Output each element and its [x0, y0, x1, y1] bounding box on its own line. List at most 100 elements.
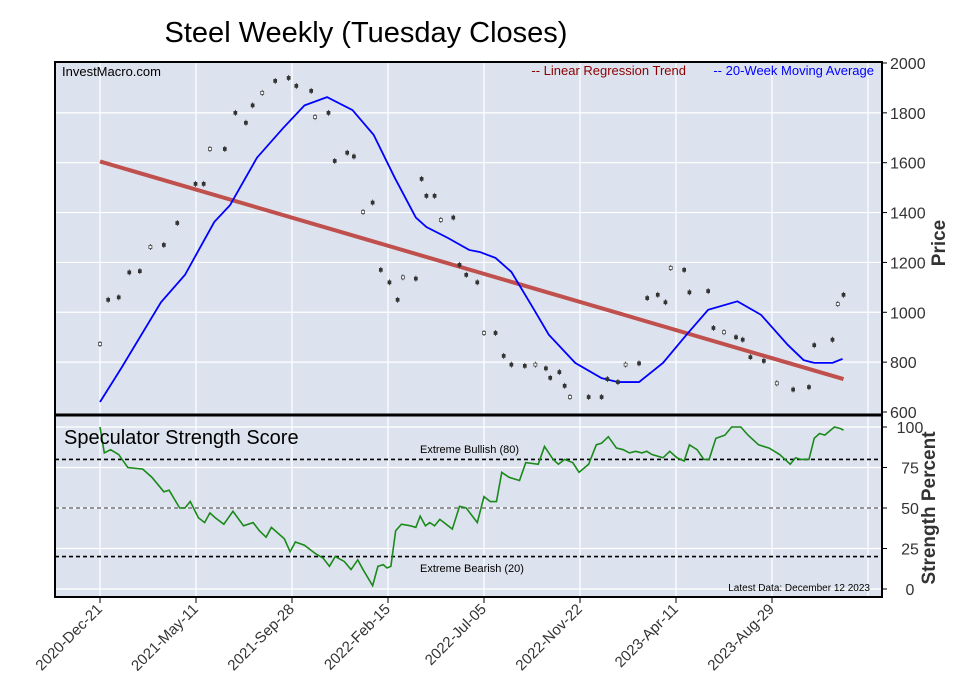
price-candle — [451, 215, 456, 220]
price-tick-label: 800 — [890, 355, 917, 372]
price-candle — [501, 354, 506, 358]
price-candle — [387, 280, 392, 285]
price-candle — [222, 147, 227, 151]
price-candle — [244, 120, 248, 125]
x-tick-label: 2022-Feb-15 — [321, 601, 394, 674]
price-candle — [208, 147, 212, 151]
price-candle — [432, 194, 437, 198]
price-candle — [482, 331, 486, 335]
chart-title: Steel Weekly (Tuesday Closes) — [165, 17, 568, 49]
price-candle — [812, 343, 817, 348]
price-candle — [116, 295, 121, 300]
watermark: InvestMacro.com — [62, 64, 161, 79]
price-candle — [562, 383, 567, 388]
price-candle — [201, 182, 206, 186]
x-tick-label: 2023-Apr-11 — [612, 601, 682, 671]
price-candle — [605, 377, 610, 381]
price-candle — [533, 362, 538, 367]
price-candle — [830, 337, 835, 342]
price-candle — [835, 302, 840, 306]
price-panel — [98, 74, 846, 403]
strength-tick-label: 25 — [901, 542, 919, 559]
price-candle — [668, 266, 673, 270]
price-candle — [326, 110, 331, 115]
price-candle — [568, 395, 572, 399]
price-tick-label: 1800 — [890, 106, 926, 123]
price-candle — [250, 103, 255, 108]
price-candle — [711, 326, 716, 330]
price-candle — [791, 387, 795, 392]
x-tick-label: 2021-May-11 — [128, 601, 202, 675]
price-candle — [127, 270, 132, 275]
price-candle — [378, 268, 383, 272]
price-candle — [548, 375, 553, 380]
price-candle — [493, 331, 498, 335]
price-candle — [137, 269, 142, 273]
price-candle — [401, 275, 405, 280]
price-candle — [273, 79, 278, 83]
price-candle — [106, 297, 111, 302]
price-candle — [706, 289, 711, 293]
price-tick-label: 1000 — [890, 305, 926, 322]
strength-score-line — [99, 426, 844, 588]
strength-panel-title: Speculator Strength Score — [64, 427, 299, 449]
price-candle — [424, 194, 429, 198]
price-candle — [841, 292, 846, 297]
price-candle — [457, 263, 462, 267]
price-candle — [623, 362, 628, 367]
plot-background — [55, 62, 882, 597]
price-candle — [161, 243, 166, 247]
price-candle — [309, 89, 314, 93]
price-candle — [637, 361, 641, 366]
bullish-label: Extreme Bullish (80) — [420, 444, 519, 456]
price-candle — [294, 84, 299, 88]
price-candle — [148, 245, 153, 249]
strength-axis-label: Strength Percent — [919, 431, 940, 585]
price-candle — [370, 200, 375, 205]
legend-regression: -- Linear Regression Trend — [531, 63, 686, 78]
price-candle — [352, 154, 356, 159]
strength-tick-label: 0 — [906, 582, 915, 599]
price-candle — [509, 362, 514, 367]
price-candle — [761, 359, 766, 363]
price-candle — [313, 115, 317, 119]
price-candle — [395, 297, 400, 302]
price-candle — [413, 276, 418, 281]
price-tick-label: 2000 — [890, 56, 926, 73]
price-candle — [345, 150, 350, 155]
price-candle — [175, 221, 180, 225]
price-candle — [586, 395, 591, 399]
x-tick-label: 2020-Dec-21 — [32, 601, 105, 674]
price-candle — [361, 210, 365, 214]
strength-tick-label: 75 — [901, 461, 919, 478]
price-candle — [682, 268, 687, 272]
price-tick-label: 600 — [890, 405, 917, 422]
price-candle — [616, 380, 620, 384]
price-tick-label: 1600 — [890, 156, 926, 173]
price-candle — [464, 273, 469, 277]
x-tick-label: 2022-Jul-05 — [422, 601, 490, 669]
strength-panel — [55, 426, 882, 588]
price-candle — [419, 177, 424, 181]
price-candle — [663, 300, 668, 305]
price-candle — [748, 355, 753, 360]
strength-tick-label: 100 — [897, 420, 924, 437]
price-candle — [286, 76, 291, 80]
price-candle — [734, 335, 738, 340]
price-candle — [522, 364, 527, 368]
price-axis-label: Price — [929, 220, 950, 266]
legend-moving-average: -- 20-Week Moving Average — [713, 63, 874, 78]
moving-average-line — [99, 96, 843, 403]
price-tick-label: 1400 — [890, 206, 926, 223]
price-candle — [438, 218, 443, 222]
price-candle — [722, 330, 726, 335]
price-candle — [475, 280, 480, 285]
bearish-label: Extreme Bearish (20) — [420, 563, 524, 575]
price-candle — [544, 366, 548, 371]
price-tick-label: 1200 — [890, 255, 926, 272]
price-candle — [193, 182, 198, 186]
x-tick-label: 2022-Nov-22 — [512, 601, 585, 674]
plot-frame — [54, 61, 883, 598]
price-candle — [740, 337, 745, 342]
